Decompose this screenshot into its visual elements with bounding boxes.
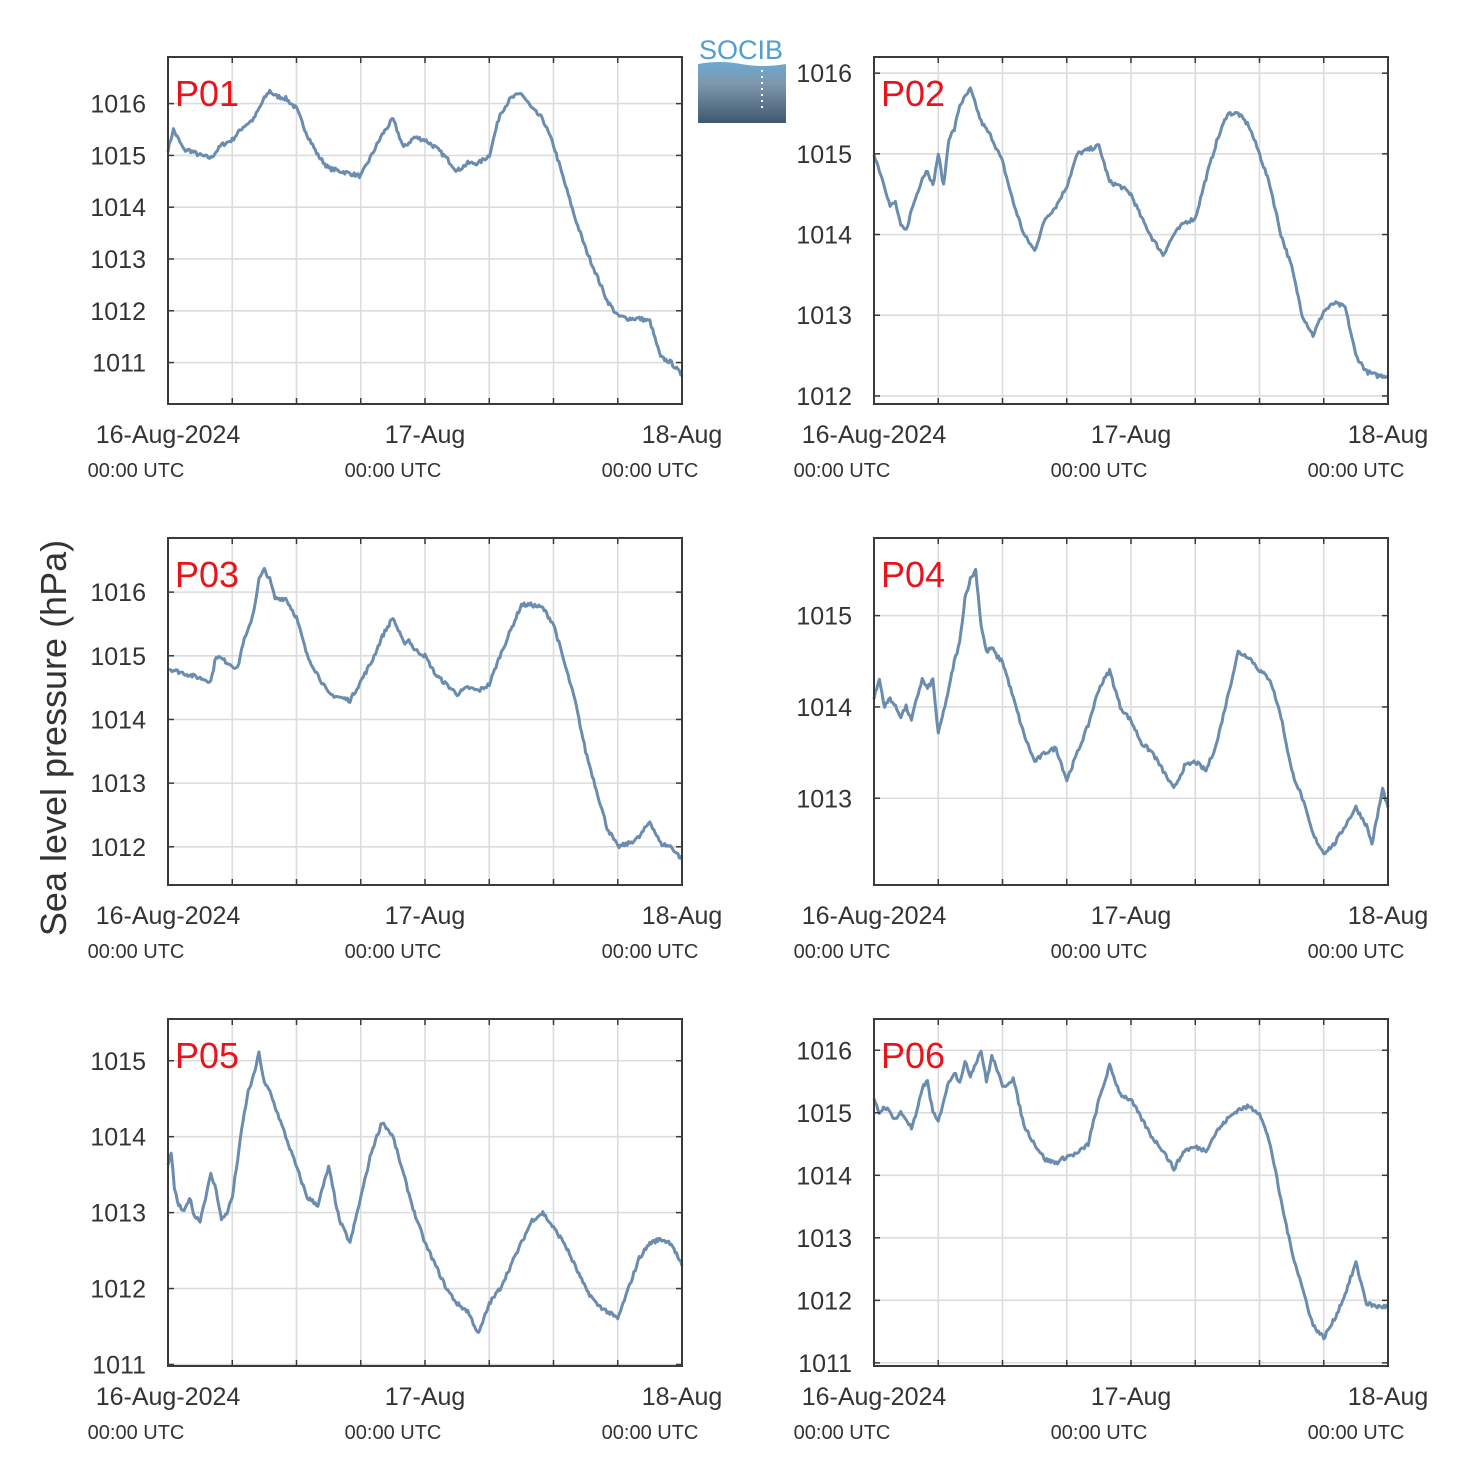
x-tick-label: 16-Aug-2024 — [96, 421, 241, 449]
y-tick-label: 1014 — [796, 1162, 852, 1190]
socib-logo: SOCIB — [698, 35, 786, 123]
y-tick-label: 1015 — [796, 141, 852, 169]
x-tick-label: 18-Aug — [1348, 1383, 1429, 1411]
x-tick-sublabel: 00:00 UTC — [88, 941, 185, 963]
x-tick-sublabel: 00:00 UTC — [345, 1422, 442, 1444]
x-tick-sublabel: 00:00 UTC — [1308, 941, 1405, 963]
panels: 1011 1012 1013 1014 1015 1016 16-Aug-2024 00:00… — [88, 56, 1429, 1444]
panel-p05: 1011 1012 1013 1014 1015 16-Aug-2024 00:00 UTC… — [88, 1018, 723, 1444]
y-tick-label: 1015 — [90, 1048, 146, 1076]
panel-p06: 1011 1012 1013 1014 1015 1016 16-Aug-2024 00:00… — [794, 1018, 1429, 1444]
y-tick-label: 1015 — [90, 643, 146, 671]
x-tick-label: 17-Aug — [385, 1383, 466, 1411]
y-tick-label: 1013 — [796, 785, 852, 813]
x-tick-sublabel: 00:00 UTC — [602, 460, 699, 482]
y-tick-label: 1012 — [796, 383, 852, 411]
y-tick-label: 1014 — [90, 194, 146, 222]
x-tick-sublabel: 00:00 UTC — [88, 1422, 185, 1444]
panel-title: P03 — [175, 554, 239, 595]
x-tick-label: 17-Aug — [385, 421, 466, 449]
y-tick-label: 1013 — [796, 302, 852, 330]
y-tick-label: 1012 — [90, 298, 146, 326]
y-tick-label: 1016 — [90, 579, 146, 607]
logo-emblem — [698, 62, 786, 123]
logo-text: SOCIB — [699, 35, 783, 65]
panel-title: P06 — [881, 1035, 945, 1076]
x-tick-sublabel: 00:00 UTC — [345, 460, 442, 482]
x-tick-label: 18-Aug — [642, 902, 723, 930]
y-tick-label: 1013 — [90, 1200, 146, 1228]
series-line-p06 — [872, 1049, 1390, 1341]
y-tick-label: 1014 — [90, 706, 146, 734]
x-tick-sublabel: 00:00 UTC — [794, 460, 891, 482]
y-tick-label: 1011 — [92, 1351, 146, 1379]
y-tick-label: 1012 — [90, 834, 146, 862]
y-tick-label: 1015 — [796, 603, 852, 631]
y-tick-label: 1013 — [90, 246, 146, 274]
y-tick-label: 1015 — [796, 1100, 852, 1128]
x-tick-label: 18-Aug — [1348, 902, 1429, 930]
x-tick-label: 16-Aug-2024 — [802, 421, 947, 449]
panel-title: P04 — [881, 554, 945, 595]
x-tick-sublabel: 00:00 UTC — [602, 941, 699, 963]
series-line-p01 — [166, 88, 683, 377]
x-tick-label: 16-Aug-2024 — [96, 1383, 241, 1411]
x-tick-label: 18-Aug — [642, 421, 723, 449]
x-tick-sublabel: 00:00 UTC — [88, 460, 185, 482]
x-tick-label: 16-Aug-2024 — [96, 902, 241, 930]
panel-title: P01 — [175, 73, 239, 114]
y-axis-label: Sea level pressure (hPa) — [33, 540, 74, 936]
y-tick-label: 1011 — [798, 1350, 852, 1378]
y-tick-label: 1015 — [90, 142, 146, 170]
y-tick-label: 1013 — [90, 770, 146, 798]
x-tick-sublabel: 00:00 UTC — [1051, 1422, 1148, 1444]
x-tick-sublabel: 00:00 UTC — [1308, 1422, 1405, 1444]
panel-p01: 1011 1012 1013 1014 1015 1016 16-Aug-2024 00:00… — [88, 56, 723, 482]
series-line-p05 — [166, 1050, 684, 1334]
x-tick-sublabel: 00:00 UTC — [1051, 460, 1148, 482]
x-tick-label: 16-Aug-2024 — [802, 1383, 947, 1411]
series-line-p02 — [872, 86, 1389, 380]
x-tick-label: 17-Aug — [385, 902, 466, 930]
x-tick-sublabel: 00:00 UTC — [345, 941, 442, 963]
series-line-p04 — [872, 567, 1390, 856]
series-line-p03 — [167, 566, 684, 861]
x-tick-label: 17-Aug — [1091, 421, 1172, 449]
x-tick-sublabel: 00:00 UTC — [602, 1422, 699, 1444]
x-tick-label: 18-Aug — [1348, 421, 1429, 449]
panel-p04: 1013 1014 1015 16-Aug-2024 00:00 UTC 17-Aug 00… — [794, 537, 1429, 963]
x-tick-sublabel: 00:00 UTC — [794, 941, 891, 963]
y-tick-label: 1014 — [796, 694, 852, 722]
x-tick-sublabel: 00:00 UTC — [1051, 941, 1148, 963]
panel-title: P02 — [881, 73, 945, 114]
y-tick-label: 1012 — [796, 1287, 852, 1315]
panel-p03: 1012 1013 1014 1015 1016 16-Aug-2024 00:00 UTC… — [88, 537, 723, 963]
y-tick-label: 1013 — [796, 1225, 852, 1253]
y-tick-label: 1016 — [796, 1037, 852, 1065]
y-tick-label: 1016 — [796, 60, 852, 88]
x-tick-label: 17-Aug — [1091, 1383, 1172, 1411]
x-tick-label: 18-Aug — [642, 1383, 723, 1411]
x-tick-label: 17-Aug — [1091, 902, 1172, 930]
panel-title: P05 — [175, 1035, 239, 1076]
x-tick-sublabel: 00:00 UTC — [794, 1422, 891, 1444]
y-tick-label: 1012 — [90, 1276, 146, 1304]
y-tick-label: 1016 — [90, 91, 146, 119]
x-tick-label: 16-Aug-2024 — [802, 902, 947, 930]
y-tick-label: 1014 — [796, 222, 852, 250]
x-tick-sublabel: 00:00 UTC — [1308, 460, 1405, 482]
y-tick-label: 1014 — [90, 1124, 146, 1152]
y-tick-label: 1011 — [92, 350, 146, 378]
panel-p02: 1012 1013 1014 1015 1016 16-Aug-2024 00:00 UTC… — [794, 56, 1429, 482]
